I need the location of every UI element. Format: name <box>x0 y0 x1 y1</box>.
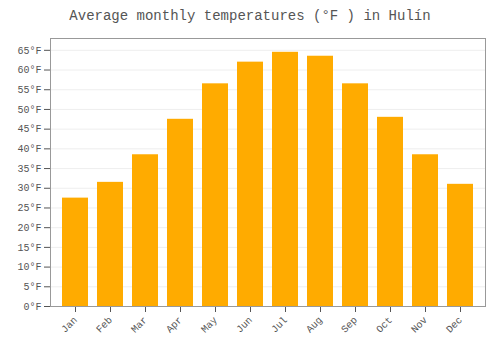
svg-text:Jan: Jan <box>59 315 80 336</box>
svg-text:20°F: 20°F <box>17 223 41 234</box>
svg-text:60°F: 60°F <box>17 65 41 76</box>
svg-text:65°F: 65°F <box>17 46 41 57</box>
svg-text:25°F: 25°F <box>17 203 41 214</box>
svg-text:Jul: Jul <box>269 315 290 336</box>
svg-text:15°F: 15°F <box>17 243 41 254</box>
svg-text:0°F: 0°F <box>23 302 41 313</box>
svg-text:Dec: Dec <box>444 315 465 336</box>
svg-text:45°F: 45°F <box>17 124 41 135</box>
svg-text:5°F: 5°F <box>23 282 41 293</box>
svg-text:Oct: Oct <box>374 315 395 336</box>
svg-text:50°F: 50°F <box>17 105 41 116</box>
svg-text:Apr: Apr <box>164 315 185 336</box>
svg-text:Jun: Jun <box>234 315 255 336</box>
svg-text:10°F: 10°F <box>17 262 41 273</box>
svg-text:35°F: 35°F <box>17 164 41 175</box>
svg-text:Nov: Nov <box>409 315 430 336</box>
svg-text:55°F: 55°F <box>17 85 41 96</box>
svg-text:May: May <box>199 315 220 336</box>
svg-text:40°F: 40°F <box>17 144 41 155</box>
svg-text:Aug: Aug <box>304 315 325 336</box>
svg-text:Sep: Sep <box>339 315 360 336</box>
svg-text:30°F: 30°F <box>17 183 41 194</box>
svg-text:Mar: Mar <box>129 315 150 336</box>
svg-text:Feb: Feb <box>94 315 115 336</box>
html-text:Average monthly temperatures (: Average monthly temperatures (°F ) in Hu… <box>69 8 431 24</box>
